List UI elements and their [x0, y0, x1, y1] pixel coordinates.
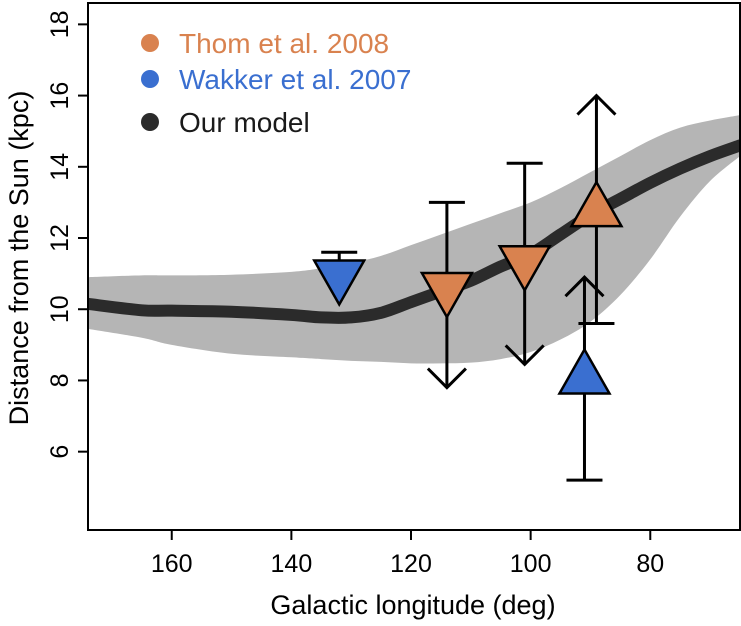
legend-entry-thom: Thom et al. 2008	[141, 28, 389, 59]
legend-marker-wakker	[141, 70, 159, 88]
y-tick-label: 8	[46, 373, 74, 387]
arrow-down-icon	[426, 367, 467, 390]
legend-label-thom: Thom et al. 2008	[179, 28, 389, 59]
arrow-up-icon	[564, 275, 605, 298]
x-tick-label: 160	[151, 550, 193, 578]
plot-frame	[87, 2, 741, 531]
y-tick-label: 14	[46, 153, 74, 181]
model-band-layer	[88, 115, 740, 364]
y-tick-label: 12	[46, 224, 74, 252]
y-tick-label: 18	[46, 10, 74, 38]
y-axis-title: Distance from the Sun (kpc)	[4, 91, 34, 426]
x-tick-label: 140	[271, 550, 313, 578]
legend-entry-model: Our model	[141, 107, 310, 138]
model-band	[88, 115, 740, 364]
x-axis: 160 140 120 100 80	[151, 530, 664, 578]
legend-label-model: Our model	[179, 107, 310, 138]
y-tick-label: 10	[46, 295, 74, 323]
legend: Thom et al. 2008 Wakker et al. 2007 Our …	[141, 28, 411, 138]
arrow-up-icon	[576, 93, 617, 116]
arrow-down-icon	[504, 344, 545, 367]
legend-marker-thom	[141, 34, 159, 52]
data-point-1	[312, 259, 367, 308]
x-axis-title: Galactic longitude (deg)	[270, 590, 555, 620]
x-tick-label: 80	[636, 550, 664, 578]
data-point-4	[569, 179, 624, 228]
y-axis: 6 8 10 12 14 16 18	[46, 10, 88, 459]
y-tick-label: 6	[46, 445, 74, 459]
legend-label-wakker: Wakker et al. 2007	[179, 64, 411, 95]
marker-layer	[312, 179, 624, 395]
legend-entry-wakker: Wakker et al. 2007	[141, 64, 411, 95]
y-tick-label: 16	[46, 82, 74, 110]
data-point-5	[557, 347, 612, 395]
legend-marker-model	[141, 113, 159, 131]
x-tick-label: 100	[510, 550, 552, 578]
data-point-2	[419, 271, 475, 320]
data-point-3	[497, 245, 552, 293]
x-tick-label: 120	[390, 550, 432, 578]
